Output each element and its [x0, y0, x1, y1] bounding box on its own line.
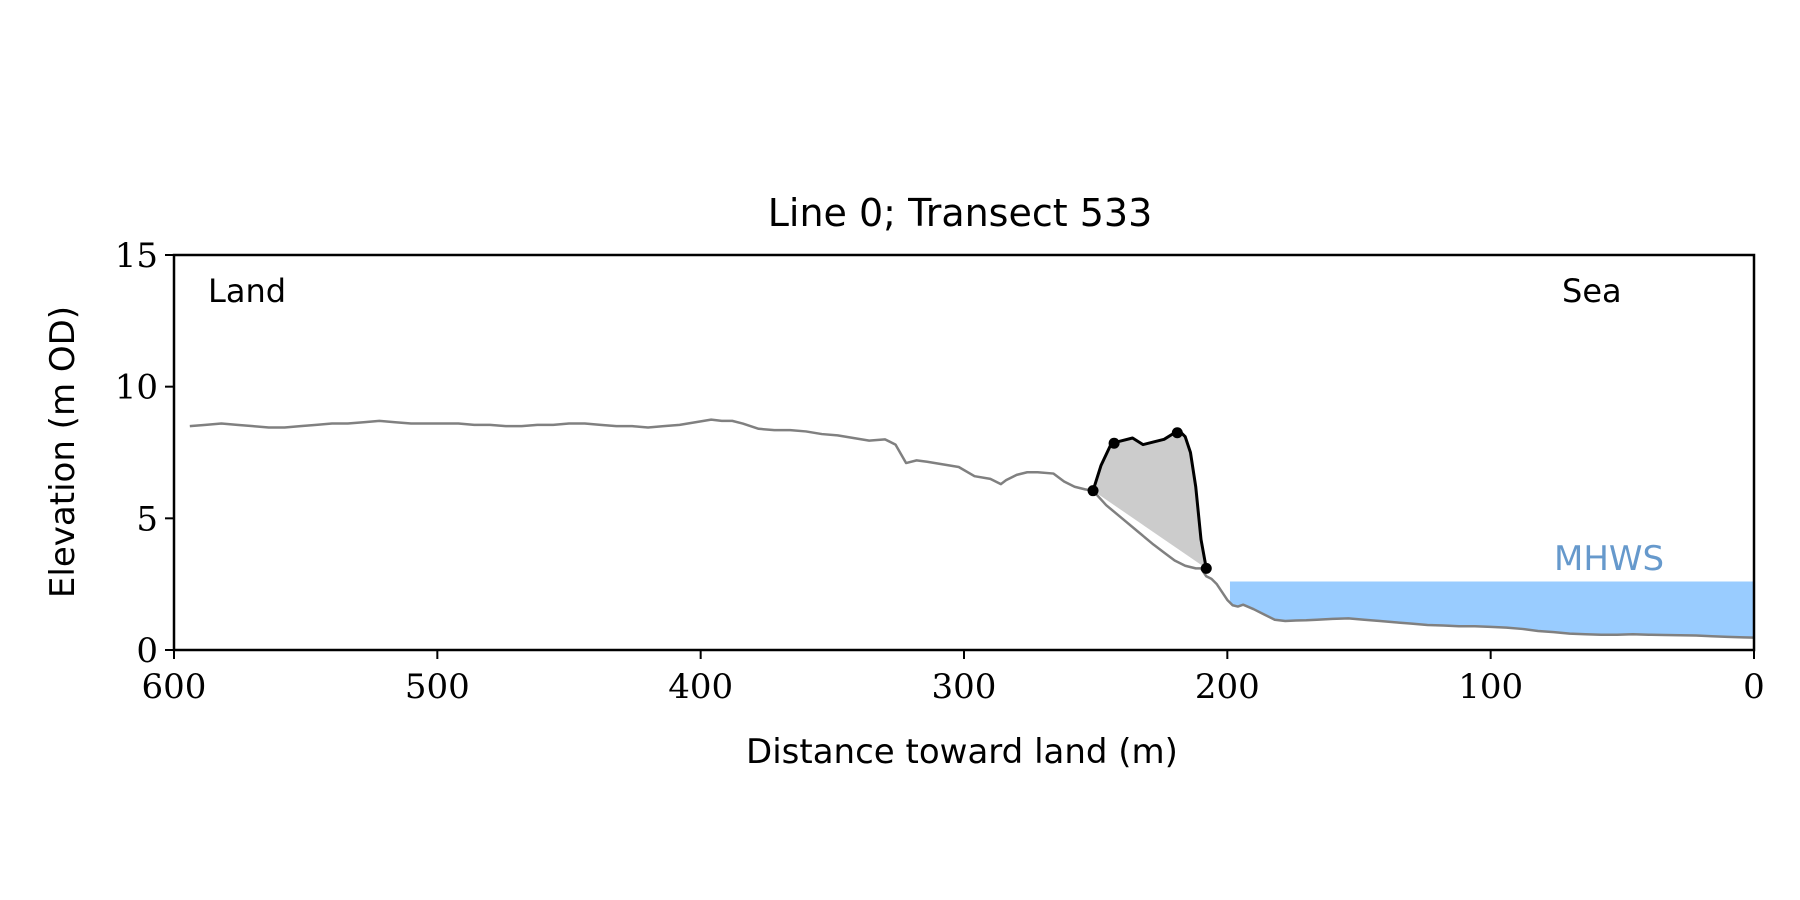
- y-axis-label: Elevation (m OD): [43, 306, 83, 598]
- feature-marker-point: [1108, 437, 1120, 449]
- y-tick-label: 10: [115, 368, 158, 408]
- feature-marker-point: [1200, 562, 1212, 574]
- plot-area: [189, 418, 1755, 639]
- feature-marker-point: [1087, 485, 1099, 497]
- y-tick-label: 0: [136, 631, 158, 671]
- chart-title: Line 0; Transect 533: [768, 191, 1153, 235]
- axis-ticks: 600 500 400 300 200 100 0 0 5 10 15: [115, 236, 1765, 707]
- x-tick-label: 300: [932, 667, 997, 707]
- feature-marker-point: [1171, 427, 1183, 439]
- x-tick-label: 100: [1458, 667, 1523, 707]
- x-tick-label: 500: [405, 667, 470, 707]
- land-label: Land: [208, 272, 286, 310]
- feature-fill: [1093, 431, 1207, 569]
- y-tick-label: 15: [115, 236, 158, 276]
- x-tick-label: 0: [1743, 667, 1765, 707]
- x-tick-label: 200: [1195, 667, 1260, 707]
- x-tick-label: 400: [668, 667, 733, 707]
- profile-line: [189, 418, 1755, 639]
- x-axis-label: Distance toward land (m): [746, 732, 1178, 772]
- y-tick-label: 5: [136, 499, 158, 539]
- mhws-label: MHWS: [1554, 539, 1664, 579]
- mhws-water-area: [1229, 581, 1754, 638]
- x-tick-label: 600: [142, 667, 207, 707]
- sea-label: Sea: [1562, 272, 1622, 310]
